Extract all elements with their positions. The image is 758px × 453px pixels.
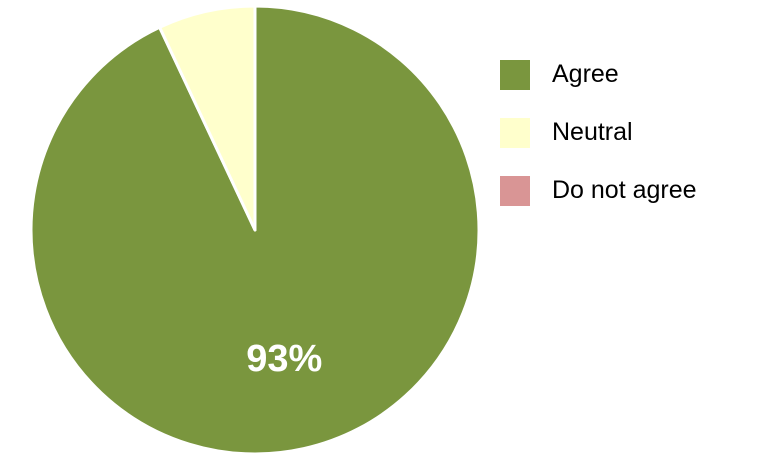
legend-label-do-not-agree: Do not agree [552, 176, 697, 204]
legend-item-do-not-agree: Do not agree [500, 175, 697, 206]
legend-swatch-neutral [500, 117, 530, 148]
legend-item-neutral: Neutral [500, 117, 697, 148]
legend-label-agree: Agree [552, 60, 619, 88]
legend-label-neutral: Neutral [552, 118, 633, 146]
legend-item-agree: Agree [500, 59, 697, 90]
chart-legend: Agree Neutral Do not agree [500, 59, 697, 234]
pie-slices [29, 4, 481, 453]
pie-slice-neutral [158, 4, 257, 232]
legend-swatch-agree [500, 59, 530, 90]
legend-swatch-do-not-agree [500, 175, 530, 206]
pie-data-labels: 93% [246, 338, 322, 380]
data-label-agree: 93% [246, 338, 322, 380]
